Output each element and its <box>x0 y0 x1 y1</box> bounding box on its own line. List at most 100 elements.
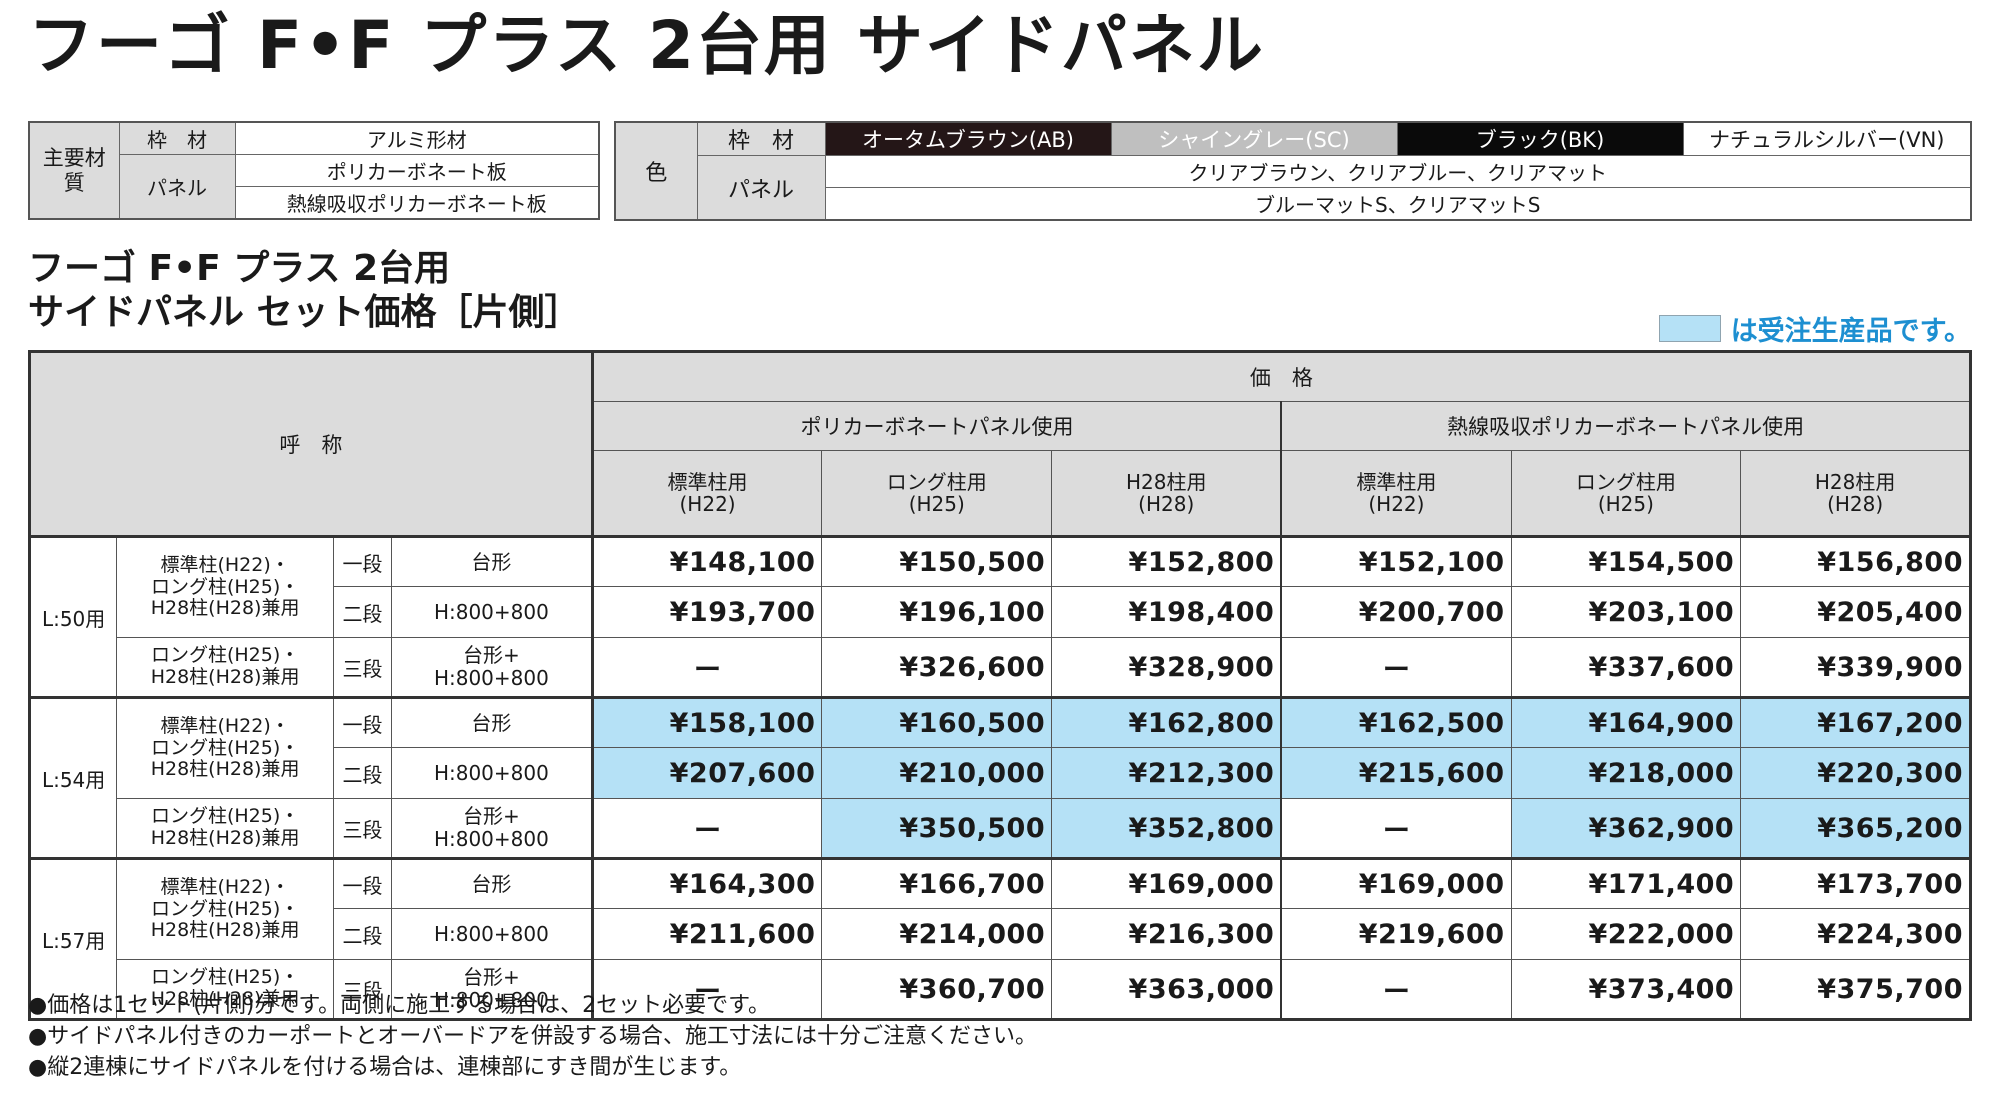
height-type-line: H:800+800 <box>433 827 549 851</box>
table-row: L:54用 標準柱(H22)・ ロング柱(H25)・ H28柱(H28)兼用 一段 台形 ¥… <box>28 696 1971 859</box>
materials-label: 主要材質 <box>28 121 120 220</box>
post-compat-line: ロング柱(H25)・ <box>150 644 300 667</box>
post-type-name: H28柱用 <box>1814 470 1896 494</box>
price-cell: ¥220,300 <box>1740 747 1971 799</box>
post-compat-label: 標準柱(H22)・ ロング柱(H25)・ H28柱(H28)兼用 <box>116 535 334 638</box>
height-type-label: 台形 <box>391 535 593 587</box>
price-cell: ー <box>590 798 823 859</box>
post-compat-line: H28柱(H28)兼用 <box>150 758 300 781</box>
tier-label: 一段 <box>332 535 393 587</box>
table-row: ロング柱(H25)・ H28柱(H28)兼用 三段 台形+ H:800+800 ー ¥350… <box>30 798 1971 859</box>
color-swatch-vn: ナチュラルシルバー(VN) <box>1682 121 1972 156</box>
table-row: ロング柱(H25)・ H28柱(H28)兼用 三段 台形+ H:800+800 ー ¥360… <box>30 959 1971 1020</box>
column-name-header: 呼 称 <box>29 351 593 537</box>
post-compat-line: H28柱(H28)兼用 <box>150 988 300 1010</box>
post-compat-line: H28柱(H28)兼用 <box>150 919 300 942</box>
price-cell: ¥150,500 <box>821 535 1053 587</box>
price-cell: ¥162,500 <box>1280 696 1512 748</box>
price-cell: ¥173,700 <box>1740 857 1971 909</box>
color-swatch-ab: オータムブラウン(AB) <box>824 121 1112 156</box>
table-row: L:50用 標準柱(H22)・ ロング柱(H25)・ H28柱(H28)兼用 一段 台形 ¥… <box>28 535 1971 698</box>
tier-label: 三段 <box>332 637 393 698</box>
price-cell: ー <box>1280 798 1512 859</box>
post-compat-line: H28柱(H28)兼用 <box>150 666 300 688</box>
note-line: ●縦2連棟にサイドパネルを付ける場合は、連棟部にすき間が生じます。 <box>28 1055 742 1080</box>
tier-label: 一段 <box>332 696 393 748</box>
post-compat-line: ロング柱(H25)・ <box>150 736 300 759</box>
post-type-height: (H25) <box>1597 492 1654 516</box>
post-type-height: (H25) <box>908 492 965 516</box>
price-cell: ¥362,900 <box>1510 798 1742 859</box>
price-cell: ¥210,000 <box>821 747 1053 799</box>
colors-label: 色 <box>614 121 698 221</box>
post-compat-line: ロング柱(H25)・ <box>150 897 300 920</box>
post-type-name: ロング柱用 <box>1575 470 1676 494</box>
price-cell: ¥215,600 <box>1280 747 1512 799</box>
post-type-name: ロング柱用 <box>886 470 987 494</box>
post-type-header: ロング柱用 (H25) <box>821 450 1053 538</box>
price-cell: ¥219,600 <box>1280 908 1512 960</box>
size-label: L:57用 <box>28 857 118 1020</box>
height-type-label: 台形+ H:800+800 <box>391 637 593 698</box>
height-type-label: H:800+800 <box>391 747 593 799</box>
price-cell: ¥363,000 <box>1051 959 1282 1020</box>
post-compat-line: ロング柱(H25)・ <box>150 575 300 598</box>
height-type-line: 台形 <box>471 871 512 896</box>
group-header-polycarbonate: ポリカーボネートパネル使用 <box>590 401 1282 451</box>
materials-panel-value: ポリカーボネート板 <box>234 154 600 187</box>
tier-label: 二段 <box>332 747 393 799</box>
price-cell: ¥148,100 <box>590 535 823 587</box>
panel-colors-line: ブルーマットS、クリアマットS <box>824 187 1972 221</box>
price-cell: ¥211,600 <box>590 908 823 960</box>
table-row: ロング柱(H25)・ H28柱(H28)兼用 三段 台形+ H:800+800 ー ¥326… <box>30 637 1971 698</box>
post-compat-line: ロング柱(H25)・ <box>150 805 300 828</box>
size-label: L:50用 <box>28 535 118 698</box>
price-cell: ¥326,600 <box>821 637 1053 698</box>
post-compat-line: 標準柱(H22)・ <box>160 714 290 737</box>
post-type-height: (H28) <box>1827 492 1884 516</box>
price-cell: ー <box>1280 959 1512 1020</box>
post-compat-line: H28柱(H28)兼用 <box>150 827 300 849</box>
post-compat-label: ロング柱(H25)・ H28柱(H28)兼用 <box>116 959 334 1020</box>
table-row: 二段 H:800+800 ¥211,600 ¥214,000 ¥216,300 ¥219,… <box>30 908 1971 960</box>
price-cell: ¥207,600 <box>590 747 823 799</box>
colors-table: 色 枠 材 オータムブラウン(AB) シャイングレー(SC) ブラック(BK) … <box>614 121 1972 221</box>
price-cell: ¥360,700 <box>821 959 1053 1020</box>
height-type-line: 台形+ <box>463 804 520 828</box>
colors-frame-label: 枠 材 <box>696 121 826 156</box>
materials-table: 主要材質 枠 材 アルミ形材 パネル ポリカーボネート板 熱線吸収ポリカーボネー… <box>28 121 600 220</box>
price-cell: ー <box>1280 637 1512 698</box>
price-cell: ¥214,000 <box>821 908 1053 960</box>
price-cell: ¥152,800 <box>1051 535 1282 587</box>
tier-label: 三段 <box>332 798 393 859</box>
post-type-height: (H22) <box>679 492 736 516</box>
tier-label: 二段 <box>332 908 393 960</box>
height-type-line: 台形 <box>471 549 512 574</box>
materials-panel-value: 熱線吸収ポリカーボネート板 <box>234 186 600 220</box>
price-cell: ¥218,000 <box>1510 747 1742 799</box>
post-compat-label: 標準柱(H22)・ ロング柱(H25)・ H28柱(H28)兼用 <box>116 696 334 799</box>
price-cell: ¥196,100 <box>821 586 1053 638</box>
price-cell: ¥198,400 <box>1051 586 1282 638</box>
price-cell: ¥160,500 <box>821 696 1053 748</box>
price-cell: ¥200,700 <box>1280 586 1512 638</box>
price-cell: ¥373,400 <box>1510 959 1742 1020</box>
price-cell: ¥156,800 <box>1740 535 1971 587</box>
price-cell: ¥152,100 <box>1280 535 1512 587</box>
materials-frame-value: アルミ形材 <box>234 121 600 155</box>
note-line: ●価格は1セット(片側)分です。両側に施工する場合は、2セット必要です。 <box>28 993 770 1018</box>
post-compat-line: H28柱(H28)兼用 <box>150 597 300 620</box>
price-cell: ¥164,900 <box>1510 696 1742 748</box>
height-type-line: 台形+ <box>463 643 520 667</box>
height-type-label: 台形 <box>391 696 593 748</box>
legend-swatch <box>1658 315 1721 342</box>
price-cell: ¥205,400 <box>1740 586 1971 638</box>
height-type-line: H:800+800 <box>433 666 549 690</box>
post-compat-label: 標準柱(H22)・ ロング柱(H25)・ H28柱(H28)兼用 <box>116 857 334 960</box>
price-cell: ¥375,700 <box>1740 959 1971 1020</box>
price-cell: ¥216,300 <box>1051 908 1282 960</box>
price-cell: ー <box>590 637 823 698</box>
height-type-line: 台形+ <box>463 965 520 989</box>
price-cell: ¥224,300 <box>1740 908 1971 960</box>
